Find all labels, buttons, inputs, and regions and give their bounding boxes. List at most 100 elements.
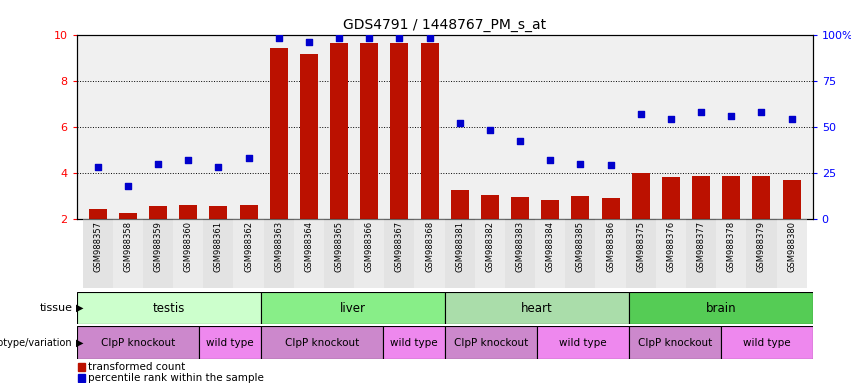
Text: GSM988357: GSM988357 — [94, 221, 102, 272]
Text: GSM988362: GSM988362 — [244, 221, 253, 272]
Text: percentile rank within the sample: percentile rank within the sample — [89, 373, 265, 383]
Text: GSM988363: GSM988363 — [274, 221, 283, 272]
Point — [453, 120, 466, 126]
Point — [91, 164, 105, 170]
Bar — [260, 292, 444, 324]
Bar — [481, 195, 499, 219]
Point — [302, 39, 316, 45]
Text: transformed count: transformed count — [89, 362, 186, 372]
Bar — [270, 48, 288, 219]
Bar — [78, 362, 85, 371]
Bar — [294, 219, 324, 288]
Point — [212, 164, 226, 170]
Bar — [173, 219, 203, 288]
Text: GSM988359: GSM988359 — [153, 221, 163, 272]
Bar — [451, 190, 469, 219]
Bar — [420, 43, 438, 219]
Point — [423, 35, 437, 41]
Point — [242, 155, 255, 161]
Bar — [752, 176, 770, 219]
Text: heart: heart — [521, 302, 552, 314]
Bar — [391, 43, 408, 219]
Text: GSM988368: GSM988368 — [425, 221, 434, 272]
Bar — [260, 326, 383, 359]
Bar — [360, 43, 379, 219]
Bar — [444, 292, 629, 324]
Text: wild type: wild type — [206, 338, 254, 348]
Bar — [324, 219, 354, 288]
Bar — [541, 200, 559, 219]
Point — [603, 162, 617, 169]
Point — [392, 35, 406, 41]
Bar — [631, 173, 650, 219]
Text: wild type: wild type — [743, 338, 791, 348]
Text: GSM988360: GSM988360 — [184, 221, 192, 272]
Text: liver: liver — [340, 302, 366, 314]
Text: GSM988378: GSM988378 — [727, 221, 736, 272]
Point — [513, 138, 527, 144]
Text: ClpP knockout: ClpP knockout — [637, 338, 711, 348]
Point — [332, 35, 346, 41]
Point — [785, 116, 798, 122]
Bar — [535, 219, 565, 288]
Point — [151, 161, 165, 167]
Bar — [783, 180, 801, 219]
Bar — [571, 196, 590, 219]
Bar — [721, 326, 813, 359]
Bar — [209, 206, 227, 219]
Text: GSM988386: GSM988386 — [606, 221, 615, 272]
Bar — [77, 292, 260, 324]
Point — [664, 116, 677, 122]
Point — [544, 157, 557, 163]
Text: wild type: wild type — [559, 338, 607, 348]
Text: brain: brain — [705, 302, 736, 314]
Bar — [239, 205, 258, 219]
Bar — [537, 326, 629, 359]
Point — [574, 161, 587, 167]
Text: GSM988384: GSM988384 — [545, 221, 555, 272]
Bar — [203, 219, 233, 288]
Bar — [385, 219, 414, 288]
Text: ClpP knockout: ClpP knockout — [100, 338, 175, 348]
Bar — [354, 219, 385, 288]
Bar — [565, 219, 596, 288]
Text: ▶: ▶ — [76, 303, 83, 313]
Text: ClpP knockout: ClpP knockout — [285, 338, 359, 348]
Bar — [83, 219, 113, 288]
Bar — [300, 54, 318, 219]
Bar — [444, 219, 475, 288]
Text: wild type: wild type — [390, 338, 437, 348]
Text: GSM988381: GSM988381 — [455, 221, 465, 272]
Text: GSM988367: GSM988367 — [395, 221, 404, 272]
Bar — [233, 219, 264, 288]
Text: GSM988366: GSM988366 — [365, 221, 374, 272]
Bar — [746, 219, 776, 288]
Bar — [264, 219, 294, 288]
Bar — [475, 219, 505, 288]
Bar — [686, 219, 717, 288]
Bar — [596, 219, 625, 288]
Text: GSM988375: GSM988375 — [637, 221, 645, 272]
Point — [181, 157, 195, 163]
Bar — [330, 43, 348, 219]
Point — [483, 127, 497, 134]
Bar — [199, 326, 260, 359]
Point — [755, 109, 768, 115]
Bar — [602, 198, 620, 219]
Bar — [180, 205, 197, 219]
Point — [363, 35, 376, 41]
Bar — [383, 326, 444, 359]
Bar — [89, 209, 106, 219]
Text: GSM988364: GSM988364 — [305, 221, 313, 272]
Point — [272, 35, 286, 41]
Bar — [149, 206, 167, 219]
Bar — [656, 219, 686, 288]
Text: GSM988377: GSM988377 — [697, 221, 705, 272]
Text: GSM988361: GSM988361 — [214, 221, 223, 272]
Text: GSM988382: GSM988382 — [485, 221, 494, 272]
Point — [634, 111, 648, 117]
Text: GSM988376: GSM988376 — [666, 221, 676, 272]
Bar — [143, 219, 173, 288]
Text: GSM988358: GSM988358 — [123, 221, 133, 272]
Bar — [511, 197, 529, 219]
